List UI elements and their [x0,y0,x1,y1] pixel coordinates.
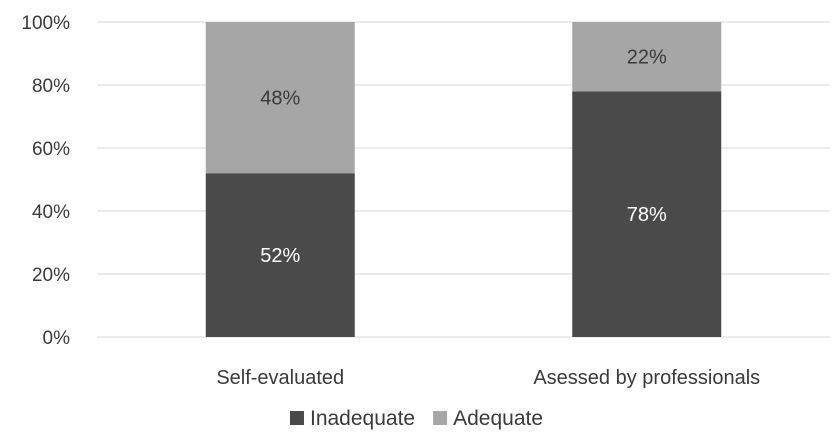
legend-swatch-inadequate [289,411,304,425]
y-tick-label: 80% [32,76,70,97]
legend: Inadequate Adequate [289,407,543,430]
x-category-label: Self-evaluated [216,367,344,389]
bars [205,22,722,337]
bar-adequate-1 [205,22,355,174]
data-labels: 52% 48% 78% 22% [260,47,667,267]
x-axis-category-labels: Self-evaluated Asessed by professionals [216,367,760,389]
x-category-label: Asessed by professionals [533,367,760,389]
y-axis-tick-labels: 0% 20% 40% 60% 80% 100% [21,13,70,349]
bar-inadequate-1 [205,173,355,337]
y-tick-label: 100% [21,13,70,34]
legend-label-adequate: Adequate [453,407,543,430]
bar-adequate-2 [572,22,722,92]
y-tick-label: 40% [32,202,70,223]
y-tick-label: 0% [43,328,71,349]
data-label-inadequate-1: 52% [260,245,300,267]
y-tick-label: 20% [32,265,70,286]
y-tick-label: 60% [32,139,70,160]
data-label-adequate-1: 48% [260,88,300,110]
data-label-adequate-2: 22% [627,47,667,69]
data-label-inadequate-2: 78% [627,204,667,226]
bar-inadequate-2 [572,91,722,337]
legend-swatch-adequate [433,411,448,425]
legend-label-inadequate: Inadequate [310,407,415,430]
